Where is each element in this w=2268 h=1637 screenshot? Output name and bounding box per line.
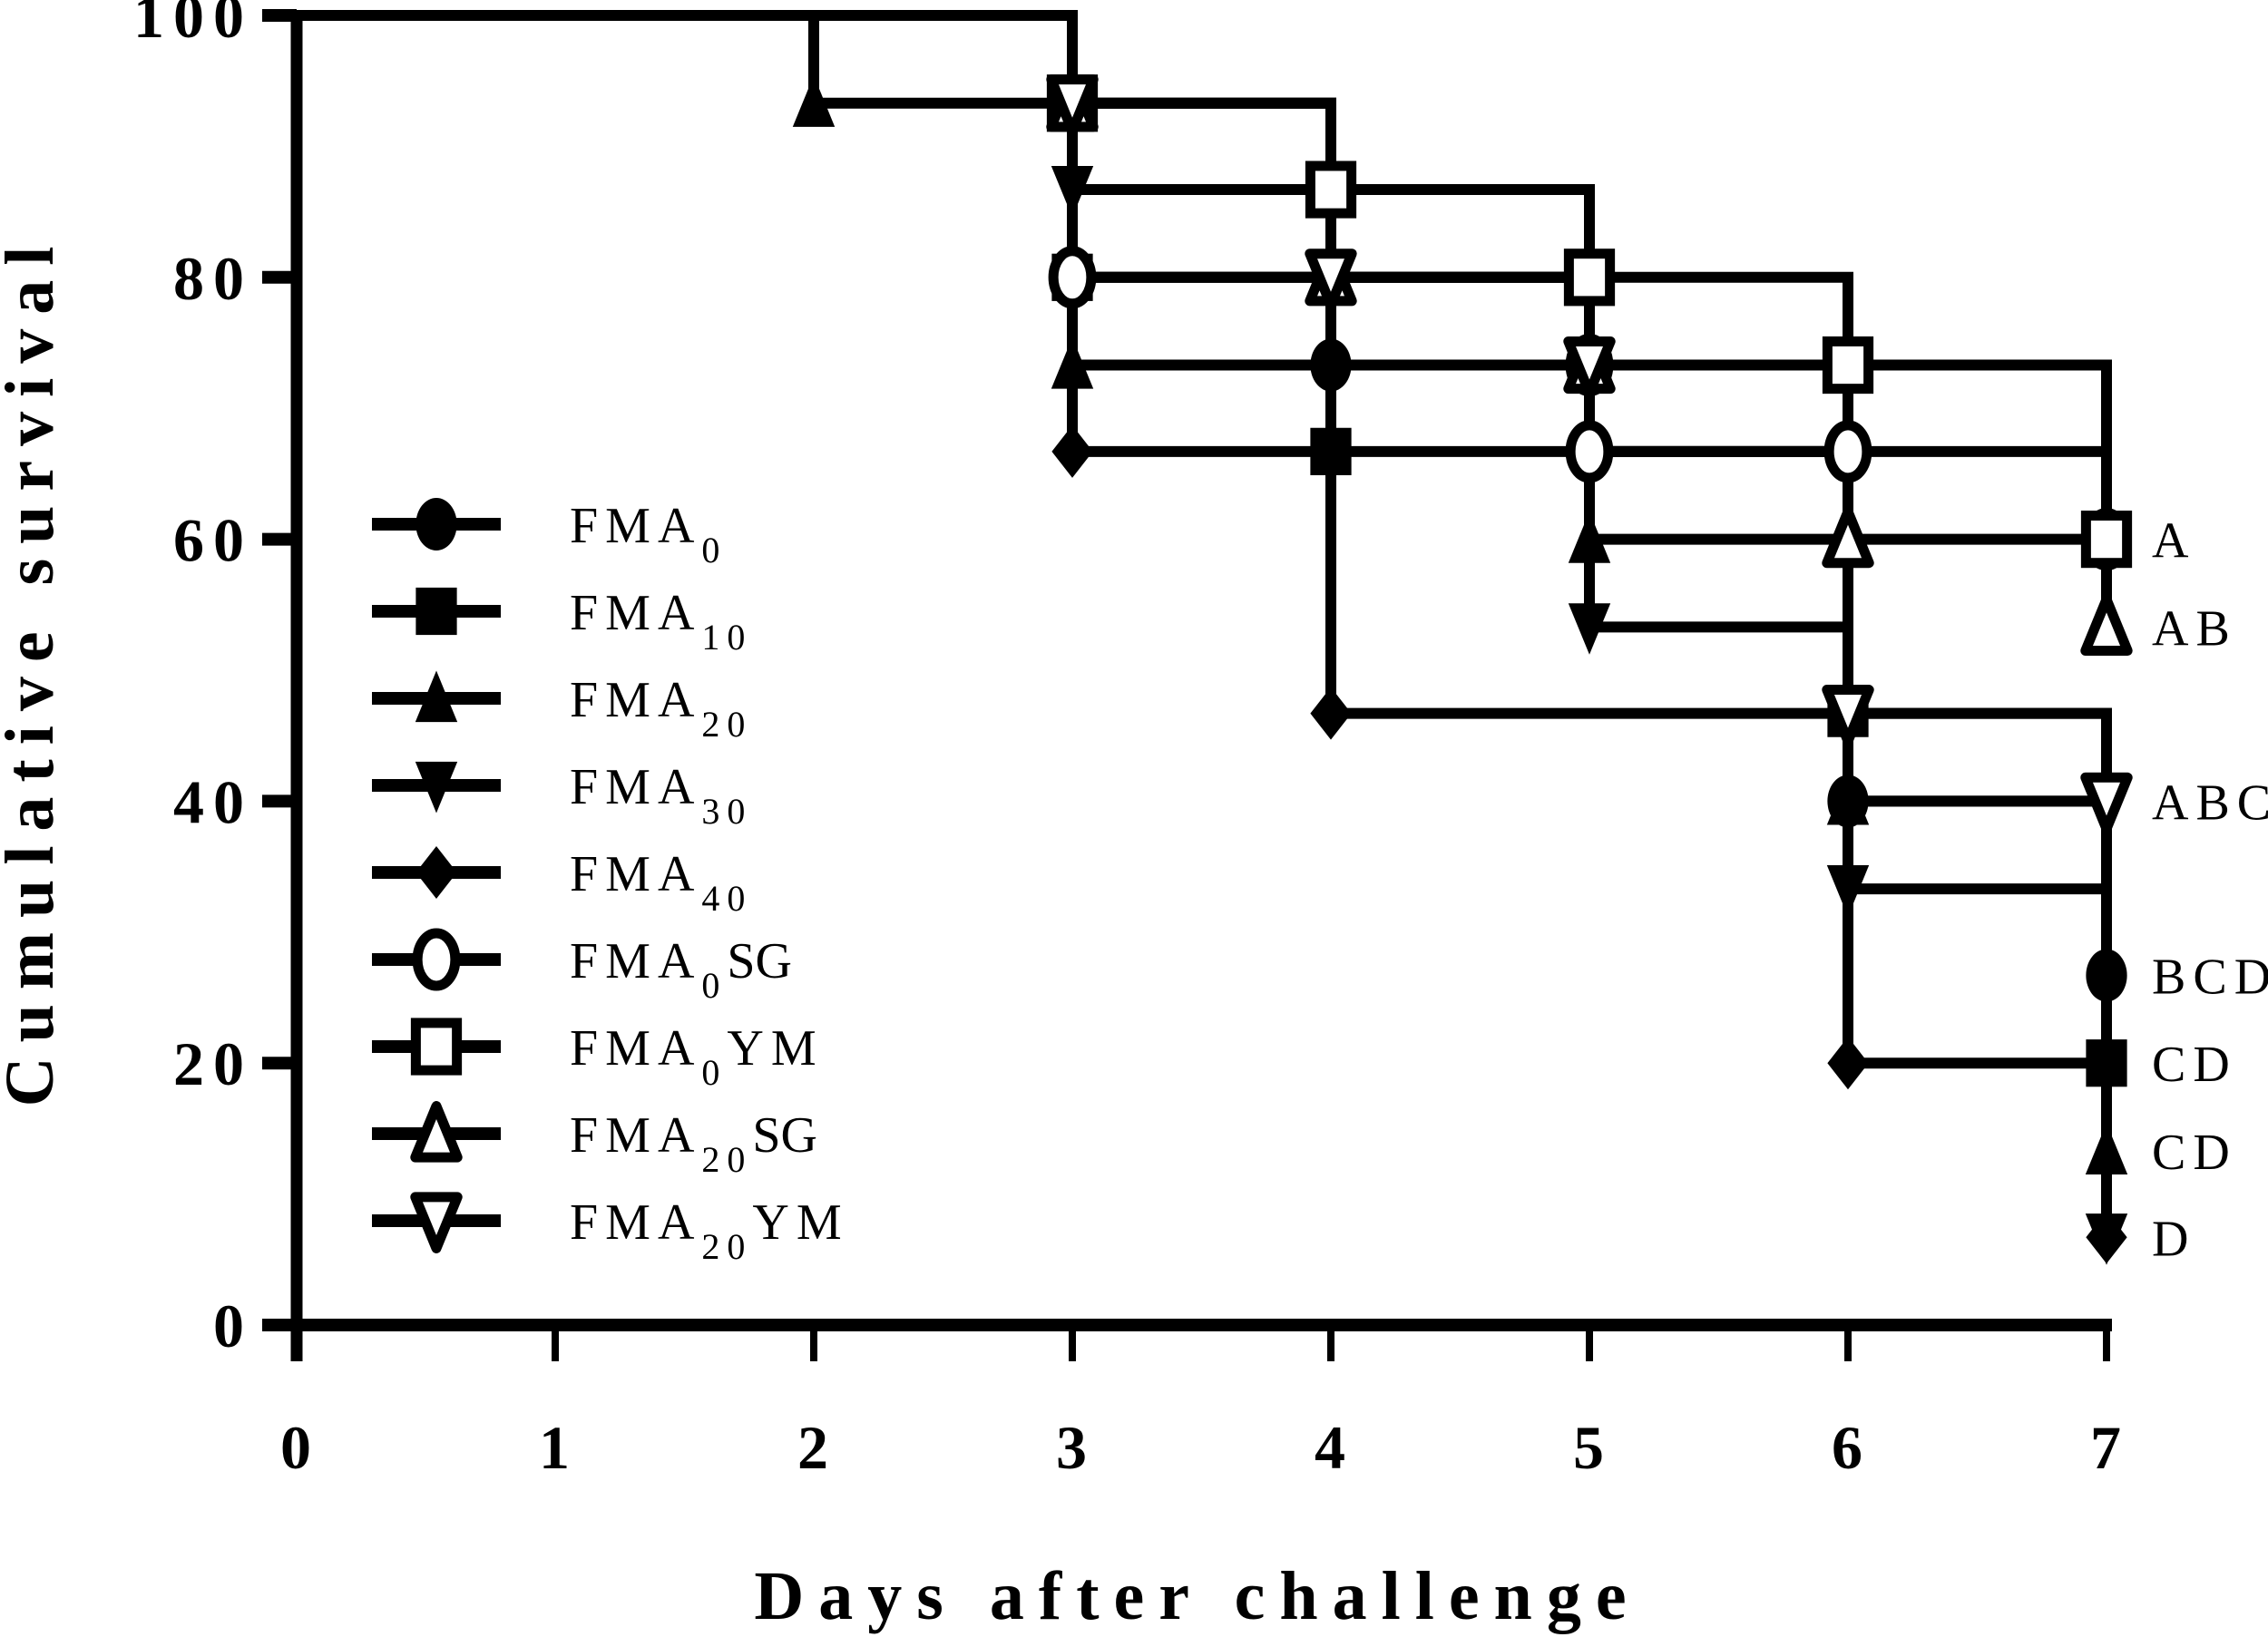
- series-line-fma0: [297, 10, 2112, 976]
- marker-triangle-down-icon: [1822, 685, 1874, 746]
- y-tick-label: 0: [213, 1291, 253, 1360]
- x-tick-label: 6: [1832, 1413, 1872, 1482]
- x-tick-label: 2: [797, 1413, 837, 1482]
- marker-triangle-up-icon: [1826, 773, 1870, 825]
- marker-diamond-icon: [1051, 424, 1093, 478]
- significance-label: BCD: [2152, 949, 2268, 1005]
- significance-label: D: [2152, 1211, 2195, 1267]
- y-tick-label: 40: [173, 767, 253, 836]
- marker-triangle-down-icon: [2080, 772, 2133, 834]
- legend-diamond-icon: [415, 846, 457, 899]
- legend-item-fma0ym: FMA0YM: [372, 1018, 824, 1093]
- legend-item-fma30: FMA30: [372, 759, 752, 832]
- marker-triangle-down-icon: [1051, 165, 1094, 218]
- marker-diamond-icon: [2086, 1211, 2127, 1264]
- legend-square-icon: [415, 587, 457, 636]
- marker-circle-icon: [2086, 949, 2127, 1002]
- series-line-fma20ym: [297, 10, 2112, 802]
- legend-label: FMA20YM: [570, 1194, 849, 1267]
- marker-circle-icon: [1310, 338, 1352, 392]
- legend-triangle-down-icon: [410, 1192, 463, 1253]
- legend-circle-icon: [412, 928, 461, 991]
- legend: FMA0 FMA10 FMA20 FMA30 FMA40 FMA0SG FMA0YM FMA2…: [372, 498, 849, 1267]
- legend-square-icon: [410, 1018, 463, 1076]
- legend-label: FMA30: [570, 759, 752, 832]
- legend-item-fma0: FMA0: [372, 498, 727, 570]
- marker-triangle-up-icon: [1051, 337, 1094, 389]
- legend-item-fma0sg: FMA0SG: [372, 928, 792, 1006]
- x-tick-label: 5: [1573, 1413, 1613, 1482]
- marker-triangle-down-icon: [1305, 248, 1357, 310]
- marker-square-icon: [1310, 427, 1352, 475]
- legend-item-fma10: FMA10: [372, 585, 752, 658]
- x-tick-label: 0: [280, 1413, 320, 1482]
- legend-label: FMA0YM: [570, 1020, 824, 1093]
- x-tick-label: 1: [539, 1413, 579, 1482]
- marker-triangle-down-icon: [1563, 336, 1616, 398]
- y-tick-label: 60: [173, 506, 253, 575]
- significance-label: AB: [2152, 600, 2237, 657]
- legend-label: FMA0: [570, 498, 727, 570]
- x-tick-label: 4: [1315, 1413, 1354, 1482]
- legend-label: FMA0SG: [570, 933, 792, 1006]
- marker-square-icon: [1305, 161, 1357, 219]
- axes: 0 20 40 60 80 100 0 1 2 3 4 5 6 7: [133, 0, 2130, 1482]
- legend-label: FMA10: [570, 585, 752, 658]
- marker-square-icon: [1563, 248, 1616, 307]
- legend-item-fma40: FMA40: [372, 846, 752, 919]
- legend-circle-icon: [415, 498, 457, 551]
- marker-triangle-up-icon: [2085, 1123, 2128, 1175]
- legend-item-fma20: FMA20: [372, 670, 752, 745]
- significance-label: ABC: [2152, 775, 2268, 831]
- marker-triangle-down-icon: [1046, 74, 1099, 136]
- y-axis-title: Cumulative survival: [0, 232, 68, 1107]
- legend-triangle-down-icon: [415, 761, 458, 814]
- significance-label: CD: [2152, 1125, 2237, 1181]
- marker-circle-icon: [1048, 246, 1097, 309]
- legend-label: FMA20SG: [570, 1107, 817, 1180]
- x-tick-label: 3: [1056, 1413, 1096, 1482]
- marker-triangle-up-icon: [2080, 594, 2133, 656]
- marker-diamond-icon: [1827, 1037, 1869, 1090]
- marker-square-icon: [1822, 336, 1874, 395]
- marker-triangle-down-icon: [1826, 865, 1870, 917]
- marker-circle-icon: [1823, 420, 1872, 483]
- marker-triangle-up-icon: [1568, 512, 1611, 563]
- marker-square-icon: [2080, 511, 2133, 569]
- legend-item-fma20sg: FMA20SG: [372, 1101, 817, 1180]
- legend-label: FMA20: [570, 672, 752, 745]
- marker-square-icon: [2086, 1039, 2127, 1087]
- y-tick-label: 80: [173, 244, 253, 313]
- marker-triangle-up-icon: [792, 75, 836, 127]
- legend-triangle-up-icon: [415, 670, 458, 723]
- significance-label: A: [2152, 513, 2195, 570]
- marker-triangle-up-icon: [1822, 506, 1874, 569]
- series-markers: [792, 70, 2133, 1265]
- marker-diamond-icon: [1310, 687, 1352, 740]
- x-tick-label: 7: [2090, 1413, 2130, 1482]
- significance-label: CD: [2152, 1037, 2237, 1093]
- x-axis-title: Days after challenge: [754, 1558, 1640, 1634]
- y-tick-label: 20: [173, 1029, 253, 1098]
- legend-triangle-up-icon: [410, 1101, 463, 1163]
- marker-triangle-down-icon: [1568, 603, 1611, 655]
- significance-annotations: A AB ABC BCD CD CD D: [2152, 513, 2268, 1268]
- y-tick-label: 100: [133, 0, 253, 51]
- legend-item-fma20ym: FMA20YM: [372, 1192, 849, 1267]
- legend-label: FMA40: [570, 846, 752, 919]
- marker-circle-icon: [1565, 420, 1614, 483]
